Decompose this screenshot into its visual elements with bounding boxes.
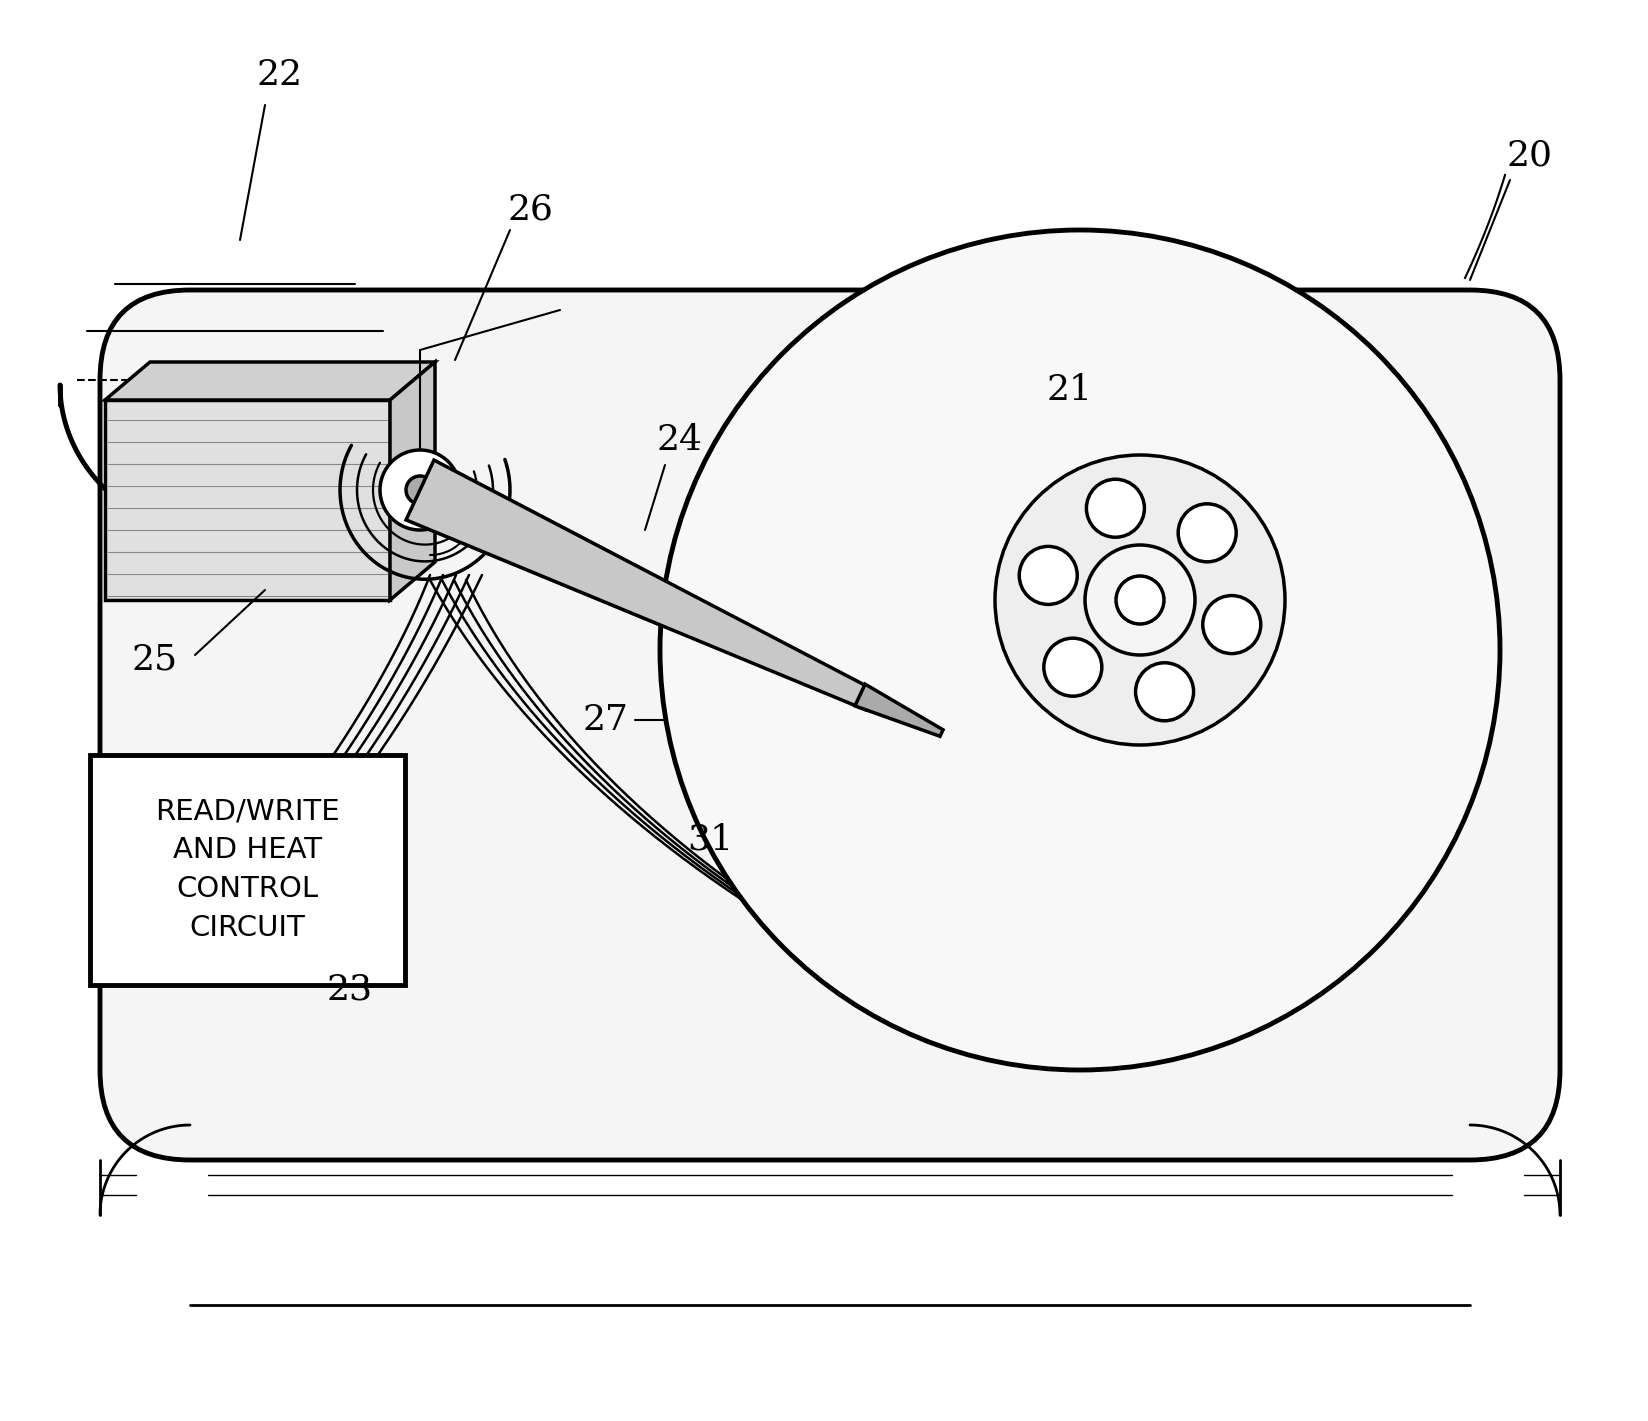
Text: 21: 21 (1046, 372, 1093, 406)
Circle shape (405, 476, 433, 504)
Circle shape (1201, 595, 1261, 654)
Circle shape (895, 709, 905, 719)
Circle shape (1177, 504, 1236, 561)
Text: 22: 22 (257, 58, 303, 92)
Circle shape (1135, 662, 1193, 720)
Circle shape (412, 477, 437, 502)
FancyBboxPatch shape (101, 290, 1559, 1160)
Polygon shape (854, 684, 943, 736)
Text: 24: 24 (656, 423, 702, 458)
Text: 26: 26 (506, 193, 552, 227)
Circle shape (379, 450, 460, 530)
Polygon shape (391, 362, 435, 600)
Circle shape (1086, 479, 1144, 537)
Circle shape (1018, 547, 1076, 604)
Text: READ/WRITE
AND HEAT
CONTROL
CIRCUIT: READ/WRITE AND HEAT CONTROL CIRCUIT (155, 797, 339, 942)
Circle shape (405, 470, 443, 509)
Polygon shape (105, 399, 391, 600)
Circle shape (1084, 546, 1195, 655)
Text: 20: 20 (1506, 138, 1552, 172)
Text: 25: 25 (132, 642, 178, 676)
Text: 27: 27 (582, 703, 628, 737)
Text: 31: 31 (687, 823, 733, 857)
Polygon shape (105, 362, 435, 399)
Circle shape (875, 699, 890, 712)
Circle shape (1043, 638, 1101, 696)
Circle shape (1116, 576, 1163, 624)
Circle shape (994, 455, 1284, 745)
Polygon shape (91, 755, 405, 985)
Circle shape (659, 230, 1500, 1070)
Text: 23: 23 (326, 973, 372, 1007)
Polygon shape (405, 460, 873, 709)
